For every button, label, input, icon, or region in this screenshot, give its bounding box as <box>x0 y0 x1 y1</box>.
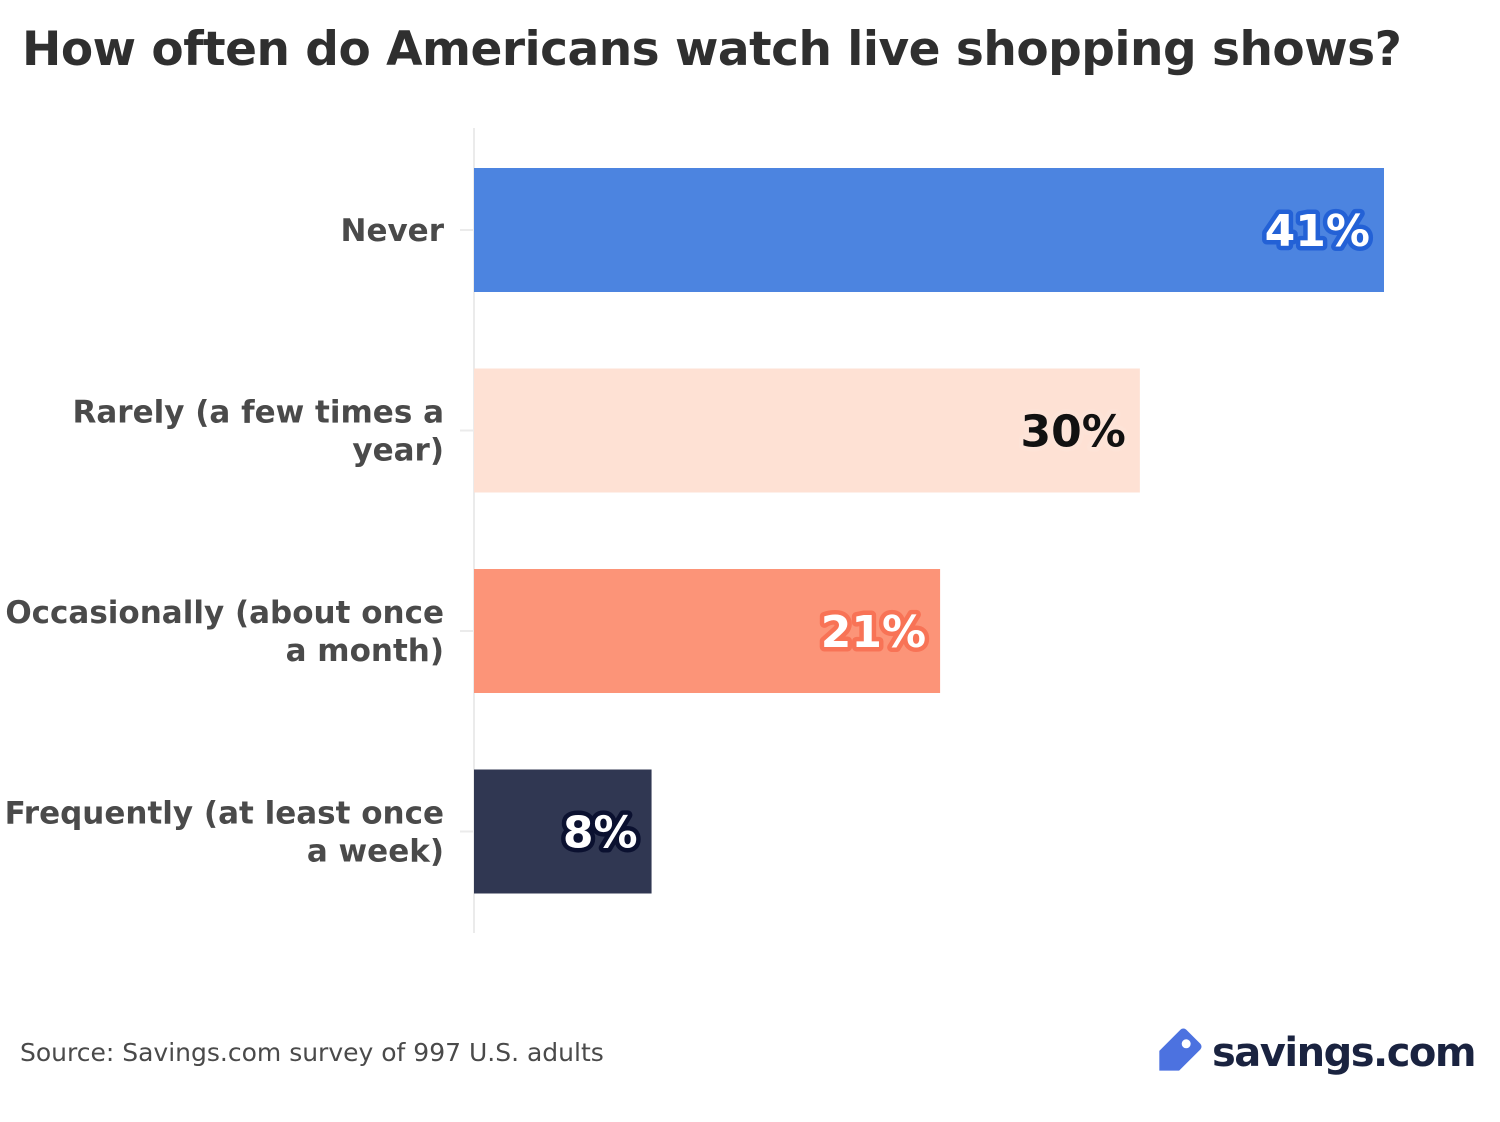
value-label-2: 30% <box>1021 407 1126 458</box>
category-label-2-line-1: Rarely (a few times a <box>73 395 445 431</box>
bar-1 <box>474 168 1384 292</box>
bar-3 <box>474 569 941 693</box>
bar-2 <box>474 368 1140 493</box>
bar-4 <box>474 769 652 894</box>
value-label-1: 41% <box>1265 206 1370 257</box>
value-label-4: 8% <box>563 808 638 859</box>
brand-logo[interactable]: savings.com <box>1150 1026 1477 1080</box>
price-tag-icon <box>1159 1028 1202 1071</box>
category-label-3-line-1: Occasionally (about once <box>5 595 444 631</box>
category-label-3-line-2: a month) <box>286 633 444 669</box>
value-label-3: 21% <box>821 607 926 658</box>
category-label-4-line-2: a week) <box>307 834 444 870</box>
category-label-1-line-1: Never <box>341 213 445 249</box>
category-label-4-line-1: Frequently (at least once <box>5 796 444 832</box>
category-label-2-line-2: year) <box>352 433 444 469</box>
chart-title: How often do Americans watch live shoppi… <box>22 22 1402 77</box>
brand-name: savings.com <box>1212 1030 1477 1076</box>
source-note: Source: Savings.com survey of 997 U.S. a… <box>20 1038 604 1067</box>
